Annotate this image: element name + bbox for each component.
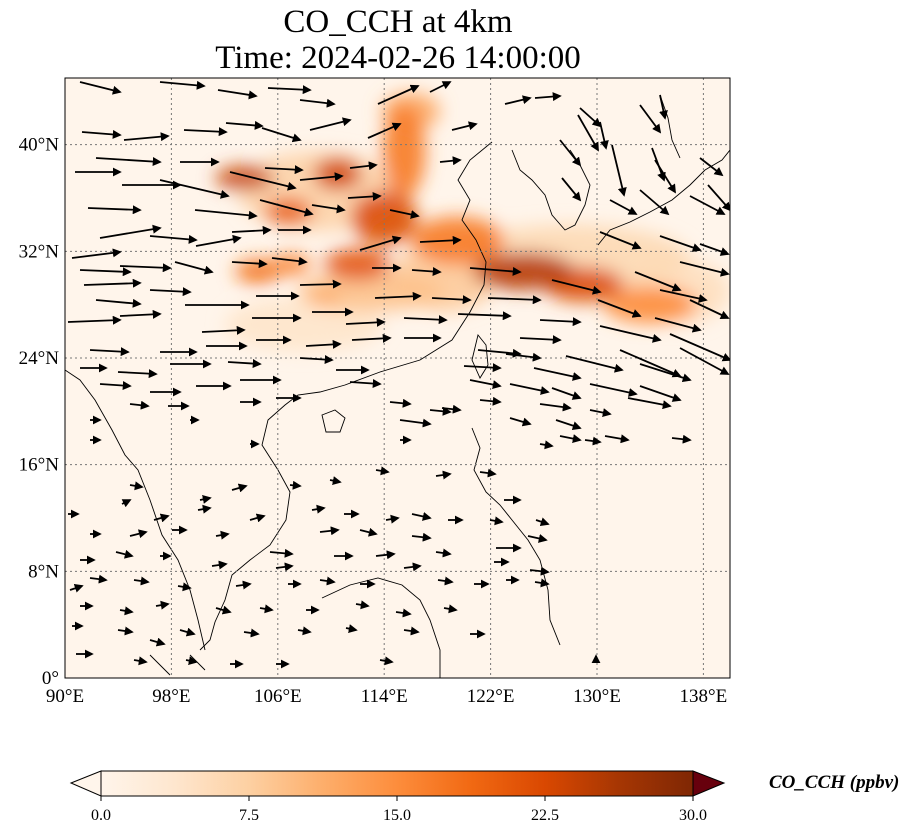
coastline-hainan [321,409,346,433]
colorbar-label: CO_CCH (ppbv) [769,772,899,793]
lat-tick-label: 8°N [28,561,59,582]
co-plume [473,252,575,290]
colorbar: 0.0 7.5 15.0 22.5 30.0 CO_CCH (ppbv) [69,770,899,824]
lon-tick-label: 130°E [573,686,621,707]
colorbar-tick-label: 22.5 [531,807,559,824]
colorbar-tick-label: 30.0 [679,807,707,824]
chart-subtitle-time: Time: 2024-02-26 14:00:00 [215,40,581,76]
wind-vectors [67,80,730,669]
co-plume [235,259,281,284]
coastlines [65,94,730,678]
colorbar-body [101,771,693,796]
map-frame [64,77,731,679]
lon-tick-label: 106°E [254,686,302,707]
lon-tick-label: 90°E [46,686,84,707]
lat-tick-label: 0° [42,668,59,689]
lat-tick-label: 24°N [19,348,60,369]
lon-tick-label: 122°E [467,686,515,707]
coastline-west [65,369,206,651]
latitude-ticks: 0° 8°N 16°N 24°N 32°N 40°N [19,135,60,689]
gridlines [65,78,730,678]
colorbar-tick-label: 0.0 [91,807,111,824]
co-plume [324,248,391,281]
colorbar-extend-max [692,770,726,797]
co-plume [603,286,697,324]
lon-tick-label: 98°E [152,686,190,707]
coastline-japan [597,94,730,246]
lat-tick-label: 40°N [19,135,60,156]
co-plume [215,166,274,190]
lon-tick-label: 114°E [361,686,408,707]
lon-tick-label: 138°E [680,686,728,707]
longitude-ticks: 90°E 98°E 106°E 114°E 122°E 130°E 138°E [46,686,727,707]
colorbar-tick-label: 7.5 [239,807,259,824]
chart-title: CO_CCH at 4km [283,4,513,40]
colorbar-tick-label: 15.0 [383,807,411,824]
coastline-asia-mainland [199,141,493,651]
co-plume [382,104,426,198]
coastline-korea [511,149,591,231]
lat-tick-label: 16°N [19,455,60,476]
lat-tick-label: 32°N [19,241,60,262]
colorbar-extend-min [69,770,102,797]
co-concentration-field [215,92,730,352]
colorbar-ticks: 0.0 7.5 15.0 22.5 30.0 [91,796,707,824]
coastline-taiwan [471,334,489,379]
coastline-borneo [321,577,441,678]
co-plume [313,158,362,190]
co-plume [308,290,341,306]
coastline-philippines [471,427,561,646]
